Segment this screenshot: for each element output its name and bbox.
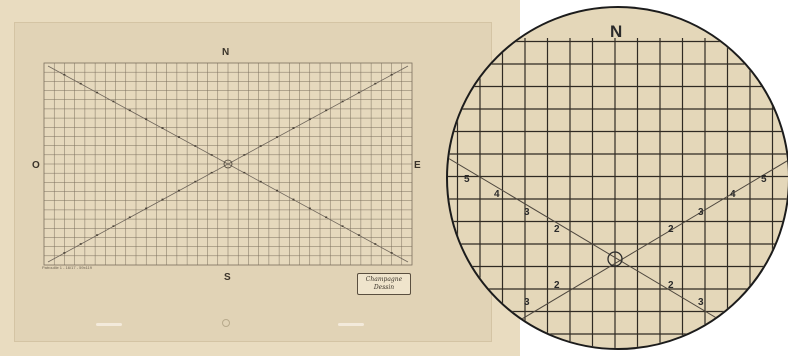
diagonal-tick	[96, 91, 99, 94]
diagonal-tick	[357, 91, 360, 94]
diagonal-tick	[341, 100, 344, 103]
diagonal-tick	[194, 145, 197, 147]
diagonal-tick	[276, 189, 279, 192]
diagonal-tick	[259, 180, 262, 183]
diagonal-tick	[390, 73, 393, 76]
zoom-diagonal	[472, 159, 788, 348]
diagonal-tick	[63, 73, 66, 76]
zoom-number: 2	[554, 224, 560, 235]
zoom-number: 5	[761, 174, 767, 185]
zoom-number: 3	[698, 297, 704, 308]
zoom-number: 4	[494, 189, 500, 200]
magnified-north-label: N	[610, 22, 623, 41]
logo-line-2: Dessin	[373, 284, 395, 291]
diagonal-tick	[308, 207, 311, 210]
diagonal-tick	[374, 82, 377, 85]
south-label: S	[224, 272, 231, 283]
diagonal-tick	[112, 225, 115, 227]
diagonal-line	[47, 65, 409, 263]
north-label: N	[222, 47, 230, 58]
diagonal-tick	[210, 171, 213, 174]
diagonal-tick	[63, 252, 66, 254]
zoom-number: 4	[730, 189, 736, 200]
diagonal-tick	[177, 189, 180, 192]
zoom-number: 2	[668, 224, 674, 235]
diagonal-tick	[292, 127, 295, 129]
diagonal-tick	[145, 118, 148, 121]
zoom-number: 5	[464, 174, 470, 185]
magnified-view: N 5 4 3 2 2 3 4 5 2 3 2 3	[446, 6, 788, 350]
bottom-hole	[222, 319, 230, 327]
brand-logo: Champagne Dessin	[357, 273, 411, 295]
diagonal-tick	[259, 145, 262, 147]
magnified-grid	[448, 38, 788, 348]
diagonal-tick	[128, 109, 131, 112]
zoom-center-circle	[607, 251, 623, 267]
diagonal-tick	[325, 109, 328, 112]
bottom-mark-left	[96, 323, 122, 326]
center-circle	[223, 159, 233, 169]
west-label: O	[32, 160, 40, 171]
logo-line-1: Champagne	[365, 276, 403, 283]
zoom-number: 3	[524, 207, 530, 218]
graph-grid	[43, 62, 413, 266]
diagonal-tick	[276, 136, 279, 138]
zoom-number: 3	[698, 207, 704, 218]
diagonal-tick	[243, 171, 246, 174]
diagonal-tick	[177, 136, 180, 138]
diagonal-tick	[96, 234, 99, 236]
diagonal-tick	[145, 207, 148, 210]
diagonal-tick	[79, 243, 82, 245]
diagonal-tick	[308, 118, 311, 121]
diagonal-tick	[243, 154, 246, 156]
reference-text: Patrouille 1 - 16/17 - 59x119	[42, 265, 92, 270]
diagonal-tick	[292, 198, 295, 201]
zoom-number: 2	[554, 280, 560, 291]
diagonal-tick	[112, 100, 115, 103]
diagonal-tick	[161, 198, 164, 201]
east-label: E	[414, 160, 421, 171]
diagonal-tick	[161, 127, 164, 129]
diagonal-tick	[341, 225, 344, 227]
diagonal-tick	[194, 180, 197, 183]
diagonal-tick	[390, 252, 393, 254]
diagonal-tick	[210, 154, 213, 156]
zoom-diagonal	[448, 157, 768, 348]
diagonal-tick	[128, 216, 131, 219]
diagonal-tick	[79, 82, 82, 85]
left-panel: N S O E Patrouille 1 - 16/17 - 59x119 Ch…	[0, 0, 520, 356]
zoom-number: 2	[668, 280, 674, 291]
diagonal-tick	[357, 234, 360, 236]
zoom-number: 3	[524, 297, 530, 308]
diagonal-tick	[325, 216, 328, 219]
bottom-mark-right	[338, 323, 364, 326]
diagonal-tick	[374, 243, 377, 245]
